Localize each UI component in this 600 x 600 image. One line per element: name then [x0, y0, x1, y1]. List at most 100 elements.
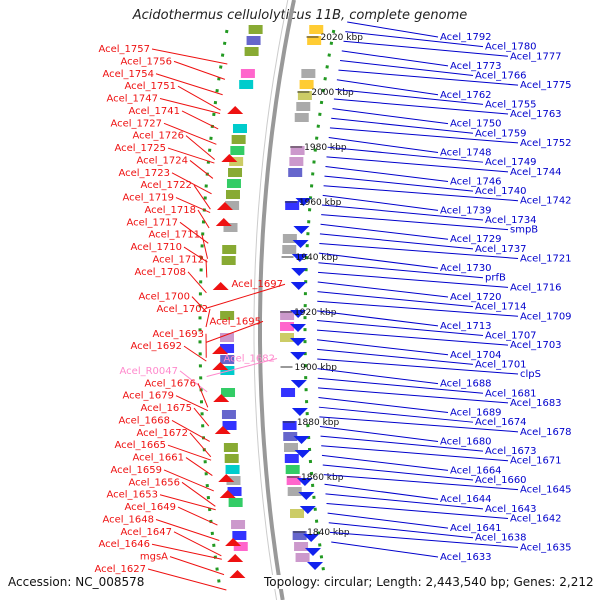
- left-gene-label: Acel_1741: [128, 106, 180, 117]
- right-leader-line: [327, 146, 484, 163]
- gene-block-outer: [296, 102, 311, 111]
- right-leader-line: [317, 300, 519, 317]
- right-gene-label: Acel_1641: [450, 523, 502, 534]
- right-leader-line: [322, 194, 439, 211]
- right-leader-line: [318, 387, 509, 404]
- gene-block-outer: [283, 432, 298, 441]
- gene-block-inner: [225, 465, 240, 474]
- left-leader-line: [177, 506, 218, 526]
- left-leader-line: [175, 395, 209, 412]
- left-gene-label: Acel_1757: [98, 44, 150, 55]
- right-leader-line: [319, 242, 519, 259]
- right-gene-label: Acel_1740: [475, 186, 527, 197]
- left-leader-line: [191, 296, 207, 312]
- right-leader-line: [347, 21, 439, 38]
- red-strand-arrow: [227, 106, 244, 114]
- right-leader-line: [324, 483, 439, 500]
- red-strand-arrow: [221, 154, 238, 162]
- blue-strand-arrow: [290, 282, 307, 290]
- right-leader-line: [329, 127, 519, 144]
- blue-strand-arrow: [292, 240, 309, 248]
- left-gene-label: Acel_1653: [106, 490, 158, 501]
- blue-strand-arrow: [305, 548, 322, 556]
- right-gene-label: Acel_1681: [485, 388, 537, 399]
- left-leader-line: [181, 481, 216, 507]
- left-gene-label: Acel_1668: [118, 415, 170, 426]
- red-strand-arrow: [214, 426, 231, 434]
- right-leader-line: [316, 329, 509, 346]
- right-gene-label: Acel_1752: [520, 138, 572, 149]
- blue-strand-arrow: [290, 310, 307, 318]
- right-gene-label: Acel_1645: [520, 485, 572, 496]
- blue-strand-arrow: [290, 324, 307, 332]
- right-leader-line: [319, 425, 439, 442]
- gene-block-inner: [227, 487, 242, 496]
- left-gene-label: Acel_1692: [130, 341, 182, 352]
- blue-strand-arrow: [290, 352, 307, 360]
- left-gene-label: Acel_1659: [110, 465, 162, 476]
- right-gene-label: Acel_1762: [440, 90, 492, 101]
- left-leader-line: [163, 122, 217, 145]
- right-gene-label: Acel_1742: [520, 196, 572, 207]
- red-strand-arrow: [219, 490, 236, 498]
- gene-block-outer: [282, 234, 297, 243]
- right-leader-line: [319, 416, 519, 433]
- gene-block-inner: [220, 344, 235, 353]
- right-leader-line: [318, 271, 509, 288]
- right-leader-line: [320, 435, 484, 452]
- kbp-tick-label: 1940 kbp: [296, 253, 339, 263]
- left-gene-label: Acel_1724: [136, 155, 188, 166]
- gene-block-outer: [301, 69, 316, 78]
- right-gene-label: Acel_1678: [520, 427, 572, 438]
- left-gene-label: Acel_1751: [124, 81, 176, 92]
- right-leader-line: [317, 368, 439, 385]
- left-leader-line: [171, 419, 210, 442]
- right-gene-label: Acel_1638: [475, 533, 527, 544]
- right-gene-label: Acel_1703: [510, 340, 562, 351]
- blue-strand-arrow: [299, 506, 316, 514]
- left-gene-label: Acel_1727: [110, 118, 162, 129]
- right-gene-label: Acel_1737: [475, 244, 527, 255]
- left-leader-line: [169, 556, 225, 576]
- left-gene-label: Acel_1719: [122, 193, 174, 204]
- blue-strand-arrow: [303, 534, 320, 542]
- right-gene-label: Acel_1734: [485, 215, 537, 226]
- right-leader-line: [322, 464, 474, 481]
- right-leader-line: [321, 204, 484, 221]
- right-leader-line: [333, 98, 509, 115]
- right-gene-label: Acel_1749: [485, 157, 537, 168]
- gene-block-outer: [295, 553, 310, 562]
- right-gene-label: Acel_1680: [440, 436, 492, 447]
- left-leader-line: [201, 234, 209, 259]
- left-gene-label: Acel_1756: [120, 56, 172, 67]
- right-gene-label: Acel_1763: [510, 109, 562, 120]
- right-leader-line: [345, 31, 484, 48]
- right-leader-line: [317, 348, 474, 365]
- right-leader-line: [326, 502, 509, 519]
- right-gene-label: Acel_1707: [485, 331, 537, 342]
- right-gene-label: smpB: [510, 225, 538, 236]
- left-leader-line: [206, 358, 278, 378]
- right-leader-line: [326, 156, 509, 173]
- blue-strand-arrow: [296, 478, 313, 486]
- right-gene-label: Acel_1730: [440, 263, 492, 274]
- left-leader-line: [189, 160, 214, 179]
- kbp-tick-label: 1860 kbp: [301, 473, 344, 483]
- gene-block-inner: [222, 421, 237, 430]
- right-gene-label: Acel_1633: [440, 552, 492, 563]
- kbp-tick-label: 1880 kbp: [297, 418, 340, 428]
- left-gene-label: Acel_1754: [102, 69, 154, 80]
- left-leader-line: [197, 209, 210, 229]
- right-gene-label: Acel_1777: [510, 51, 562, 62]
- red-strand-arrow: [212, 362, 229, 370]
- map-title: Acidothermus cellulolyticus 11B, complet…: [132, 8, 468, 23]
- left-gene-label: Acel_1682: [223, 354, 275, 365]
- gene-block-inner: [231, 135, 246, 144]
- right-gene-label: Acel_1748: [440, 148, 492, 159]
- gene-block-inner: [221, 256, 236, 265]
- gene-block-outer: [284, 454, 299, 463]
- left-leader-line: [151, 543, 222, 560]
- left-leader-line: [197, 383, 209, 408]
- right-leader-line: [338, 69, 519, 86]
